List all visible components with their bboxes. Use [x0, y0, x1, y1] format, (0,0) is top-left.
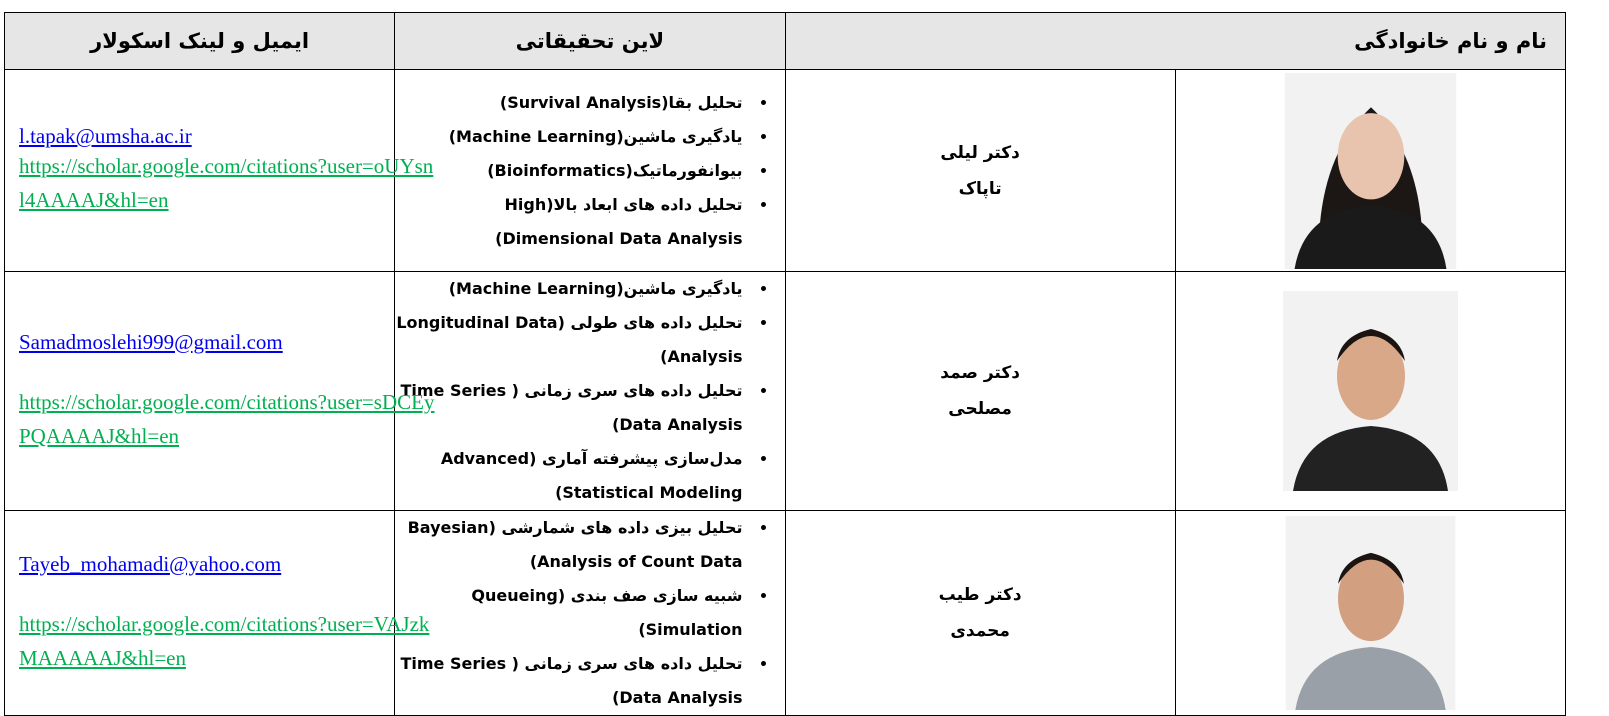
- row: دکتر طیب محمدی تحلیل بیزی داده های شمارشی …: [3, 510, 1567, 716]
- research-list: تحلیل بقا(Survival Analysis)یادگیری ماشی…: [395, 86, 784, 256]
- research-item: تحلیل داده های سری زمانی ( Time Series D…: [395, 647, 748, 715]
- name-line: دکتر صمد: [940, 363, 1020, 383]
- email-cell: Tayeb_mohamadi@yahoo.com https://scholar.…: [3, 510, 429, 716]
- research-item: تحلیل بقا(Survival Analysis): [395, 86, 748, 120]
- header-research: لاین تحقیقاتی: [394, 12, 786, 70]
- email-link[interactable]: Tayeb_mohamadi@yahoo.com: [19, 551, 282, 576]
- research-item: شبیه سازی صف بندی (Queueing Simulation): [395, 579, 748, 647]
- research-cell: تحلیل بیزی داده های شمارشی (Bayesian Ana…: [394, 510, 786, 716]
- name-line: دکتر طیب: [938, 585, 1022, 605]
- photo-cell: [1174, 271, 1567, 511]
- row: دکتر صمد مصلحی یادگیری ماشین(Machine Learn…: [3, 271, 1567, 511]
- faculty-table: نام و نام خانوادگی لاین تحقیقاتی ایمیل و…: [3, 12, 1567, 716]
- photo: [1284, 72, 1457, 269]
- photo-cell: [1174, 510, 1567, 716]
- header-name: نام و نام خانوادگی: [784, 12, 1566, 70]
- research-item: تحلیل بیزی داده های شمارشی (Bayesian Ana…: [395, 511, 748, 579]
- research-item: تحلیل داده های ابعاد بالا(High Dimension…: [395, 188, 748, 256]
- photo: [1282, 291, 1458, 491]
- research-cell: یادگیری ماشین(Machine Learning)تحلیل داد…: [394, 271, 786, 511]
- name-line: تاپاک: [958, 178, 1002, 199]
- name-cell: دکتر صمد مصلحی: [784, 271, 1176, 511]
- name-cell: دکتر طیب محمدی: [784, 510, 1176, 716]
- research-item: یادگیری ماشین(Machine Learning): [395, 272, 748, 306]
- header-email: ایمیل و لینک اسکولار: [3, 12, 396, 70]
- photo-cell: [1174, 69, 1567, 272]
- scholar-link[interactable]: https://scholar.google.com/citations?use…: [19, 389, 435, 448]
- research-cell: تحلیل بقا(Survival Analysis)یادگیری ماشی…: [394, 69, 786, 272]
- email-link[interactable]: l.tapak@umsha.ac.ir: [19, 124, 192, 148]
- photo: [1285, 516, 1456, 710]
- research-list: یادگیری ماشین(Machine Learning)تحلیل داد…: [395, 272, 784, 510]
- research-item: یادگیری ماشین(Machine Learning): [395, 120, 748, 154]
- name-line: دکتر لیلی: [940, 142, 1020, 163]
- research-item: بیوانفورماتیک(Bioinformatics): [395, 154, 748, 188]
- research-list: تحلیل بیزی داده های شمارشی (Bayesian Ana…: [395, 511, 784, 715]
- name-line: مصلحی: [948, 399, 1012, 419]
- name-line: محمدی: [950, 621, 1010, 641]
- research-item: تحلیل داده های طولی (Longitudinal Data A…: [395, 306, 748, 374]
- research-item: مدل‌سازی پیشرفته آماری (Advanced Statist…: [395, 442, 748, 510]
- email-cell: l.tapak@umsha.ac.ir https://scholar.googl…: [3, 69, 433, 272]
- email-cell: Samadmoslehi999@gmail.com https://scholar…: [3, 271, 434, 511]
- name-cell: دکتر لیلی تاپاک: [784, 69, 1176, 272]
- scholar-link[interactable]: https://scholar.google.com/citations?use…: [19, 611, 430, 670]
- research-item: تحلیل داده های سری زمانی ( Time Series D…: [395, 374, 748, 442]
- scholar-link[interactable]: https://scholar.google.com/citations?use…: [19, 154, 434, 212]
- row: دکتر لیلی تاپاک تحلیل بقا(Survival Analysi…: [3, 69, 1567, 272]
- email-link[interactable]: Samadmoslehi999@gmail.com: [19, 329, 283, 354]
